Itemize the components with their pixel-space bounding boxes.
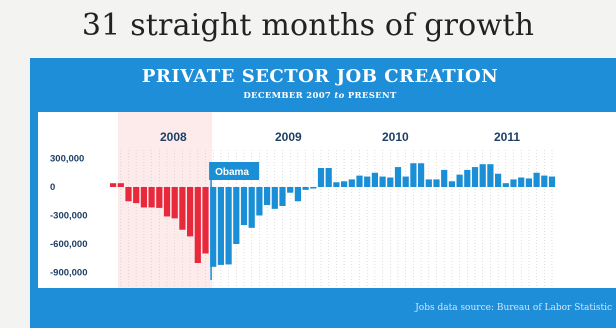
bar [425,179,432,187]
obama-label: Obama [215,167,249,178]
subtitle-start: DECEMBER 2007 [243,91,332,101]
y-tick-label: -300,000 [50,211,88,222]
bar [133,187,140,204]
bar [418,163,425,187]
bar [240,187,248,225]
bar [487,164,494,187]
bar [333,182,340,187]
bar [287,187,294,193]
bar [117,183,124,187]
bar [479,164,486,187]
subtitle-to: to [334,91,345,101]
bar [433,179,440,187]
bar [302,187,309,190]
bar [348,179,355,187]
chart-subtitle: DECEMBER 2007 to PRESENT [30,91,610,101]
bar [310,187,317,189]
bar [341,181,348,187]
bar [279,187,286,206]
obama-label-box [209,162,260,180]
bar [171,187,178,219]
year-label: 2009 [275,130,302,144]
bar [156,187,163,208]
bar [441,169,448,187]
bar [256,187,263,216]
bar [387,177,394,187]
bar [125,187,132,202]
bar [410,163,417,187]
bar [294,187,301,202]
year-label: 2010 [382,130,409,144]
bar [502,183,509,187]
bar [533,172,540,187]
bar [448,181,455,187]
bar [510,179,517,187]
bar [371,172,378,187]
bar [179,187,186,230]
bar [464,169,471,187]
bar [356,175,363,187]
y-tick-label: -900,000 [50,268,88,279]
bar [217,187,224,265]
bar [456,174,463,187]
subtitle-end: PRESENT [347,91,397,101]
bar [248,187,255,228]
bar [264,187,271,206]
bar [148,187,155,208]
bar [495,173,502,187]
bar [140,187,147,208]
bar [163,187,171,217]
bar [364,176,371,187]
bar [325,168,332,187]
year-label: 2008 [160,130,187,144]
bar [548,176,556,187]
headline: 31 straight months of growth [81,8,535,43]
bar [394,167,402,187]
chart-title: PRIVATE SECTOR JOB CREATION [141,66,499,87]
bar [379,176,386,187]
bar [233,187,240,244]
y-tick-label: -600,000 [50,239,88,250]
bar [518,177,525,187]
bar [471,167,479,187]
bar [210,187,217,267]
bar [402,176,409,187]
year-label: 2011 [494,130,520,144]
y-tick-label: 0 [50,182,55,193]
data-source: Jobs data source: Bureau of Labor Statis… [415,303,612,313]
bar [541,175,548,187]
y-tick-label: 300,000 [50,154,84,165]
bar [525,178,532,187]
bar [271,187,278,209]
bar [194,187,201,263]
bar [110,183,117,187]
bar [317,168,325,187]
bar [202,187,209,254]
bar [187,187,194,237]
bar [225,187,232,265]
